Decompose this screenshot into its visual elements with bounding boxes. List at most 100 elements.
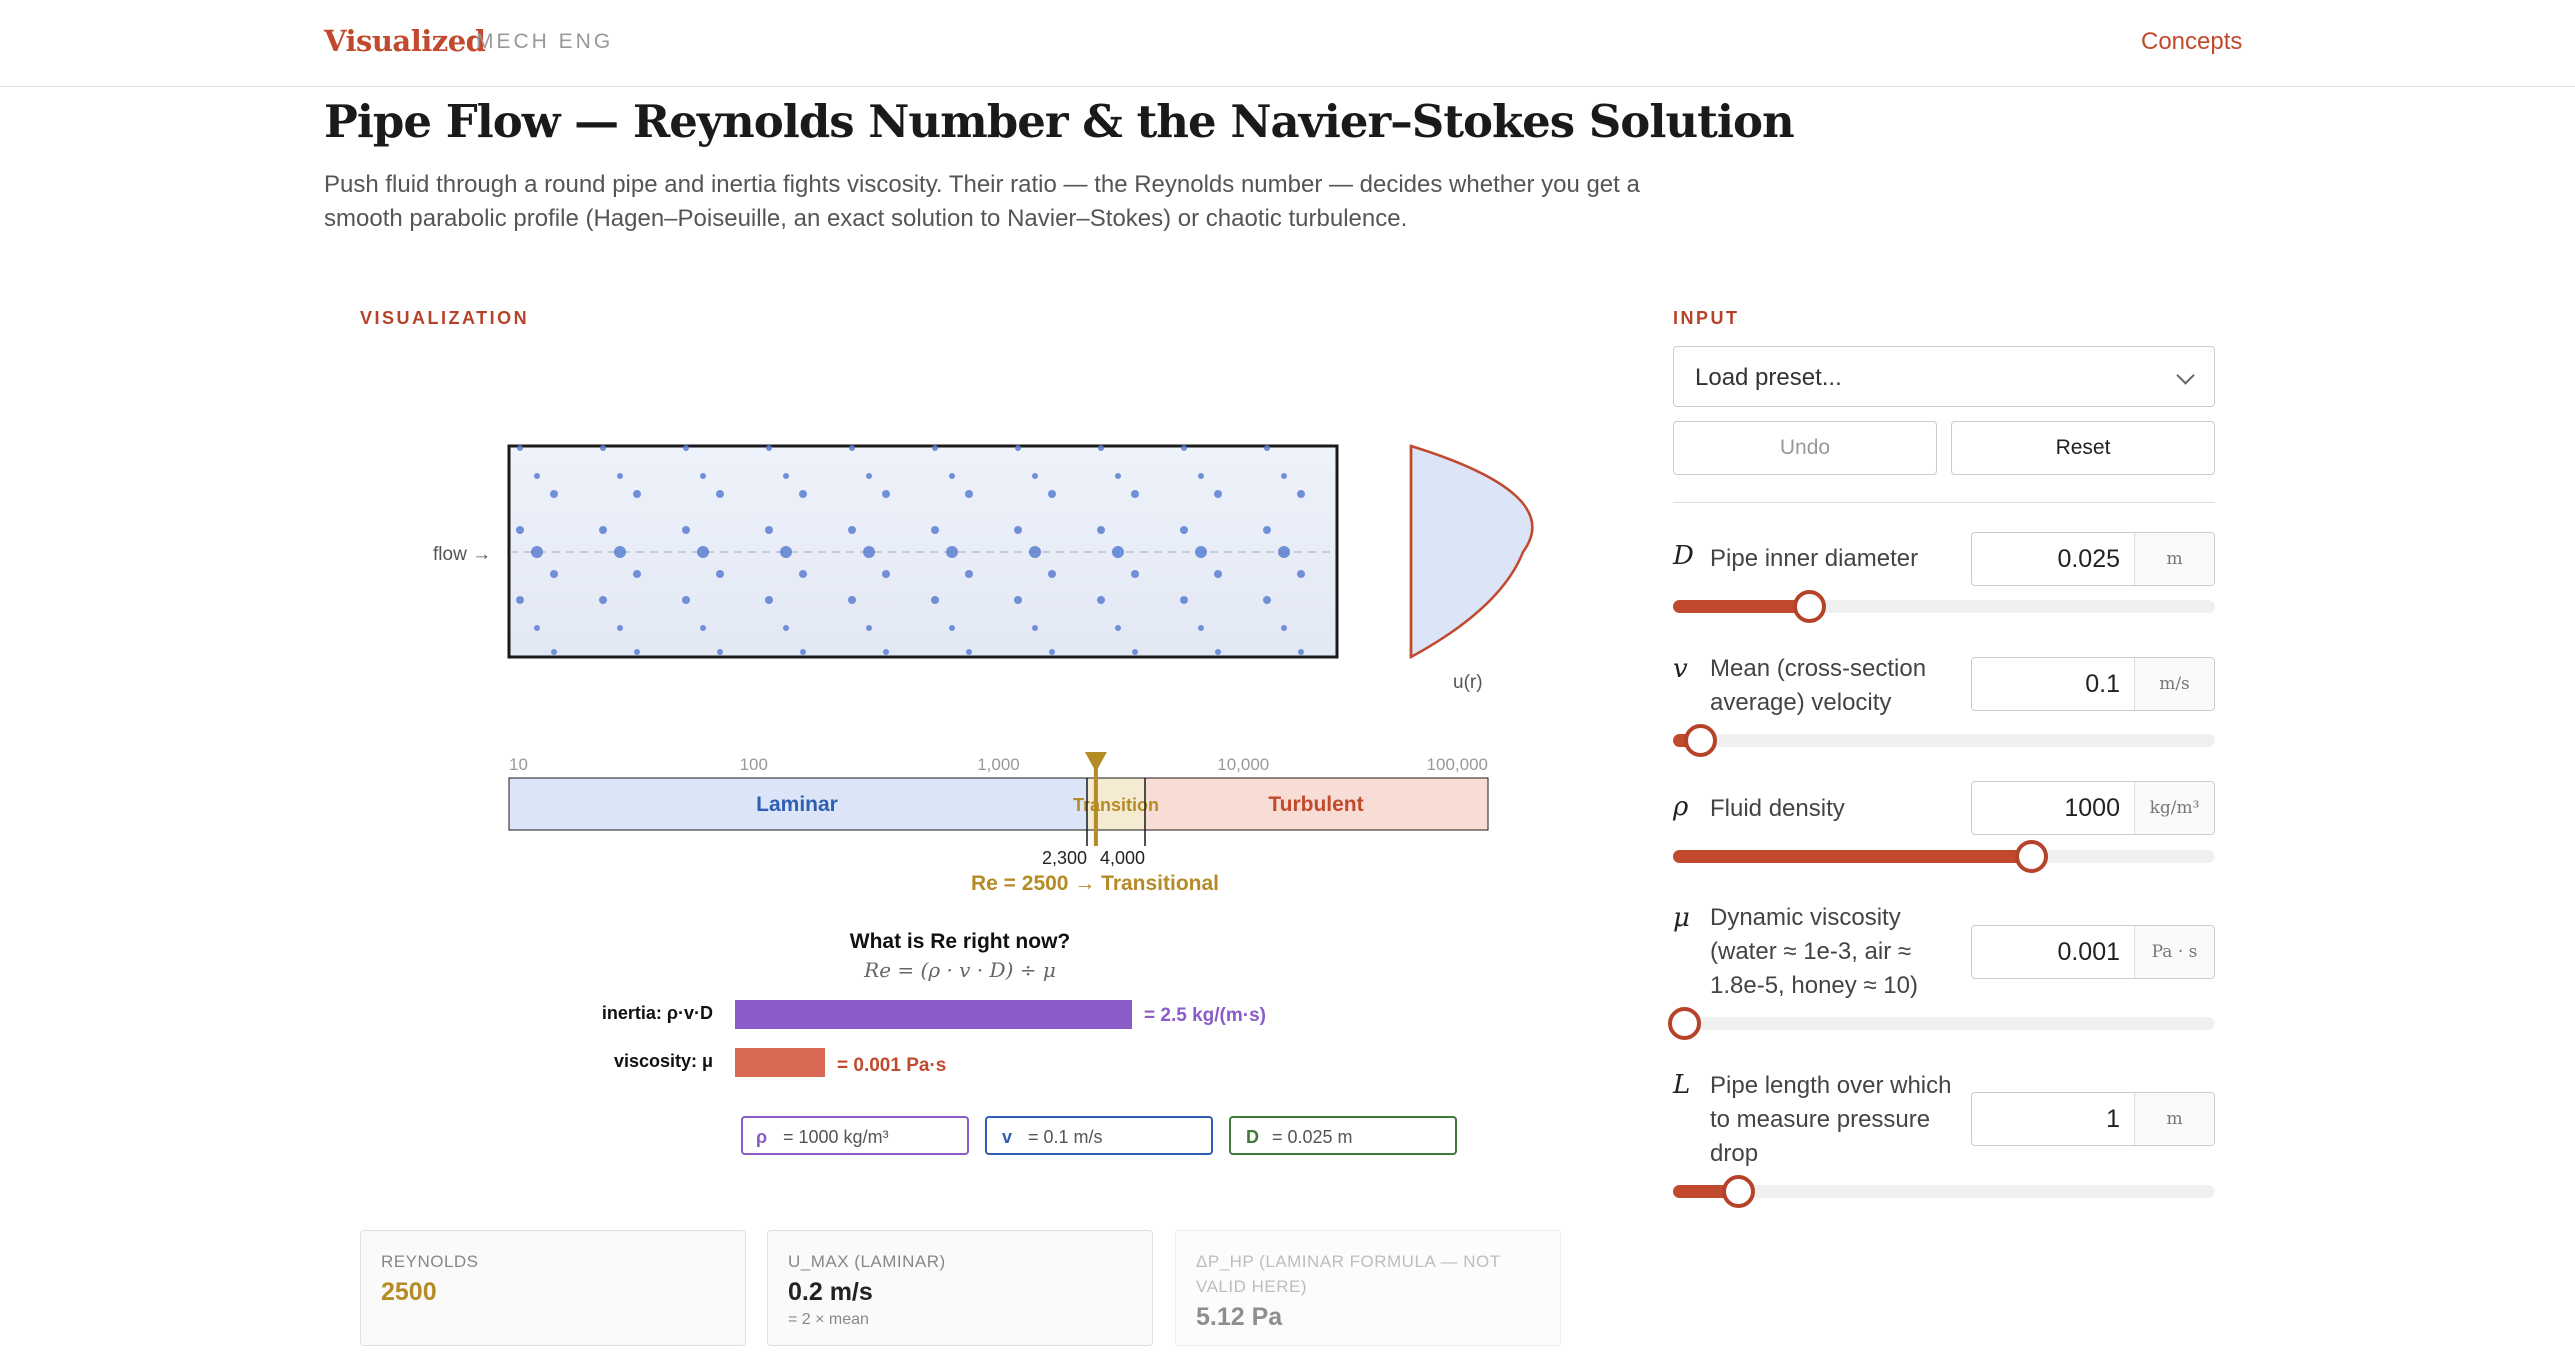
bound-2300-label: 2,300 xyxy=(1042,848,1087,868)
flow-particle xyxy=(717,649,723,655)
flow-particle xyxy=(866,625,872,631)
flow-particle xyxy=(1049,649,1055,655)
flow-particle xyxy=(516,596,524,604)
scale-tick-label: 100 xyxy=(740,755,768,774)
chip-diameter-symbol: D xyxy=(1246,1127,1259,1147)
param-diameter-symbol: D xyxy=(1673,541,1694,571)
flow-particle xyxy=(682,526,690,534)
flow-particle xyxy=(633,570,641,578)
stat-umax-sub: = 2 × mean xyxy=(788,1311,869,1328)
flow-particle xyxy=(1014,596,1022,604)
preset-select[interactable]: Load preset... xyxy=(1673,346,2215,407)
flow-particle xyxy=(931,526,939,534)
flow-particle xyxy=(1032,625,1038,631)
chip-velocity-box xyxy=(985,1116,1213,1155)
flow-particle xyxy=(1214,490,1222,498)
turbulent-region xyxy=(1144,777,1489,831)
formula-title: What is Re right now? xyxy=(850,930,1071,953)
input-label: INPUT xyxy=(1673,308,1740,328)
chip-velocity-symbol: v xyxy=(1002,1127,1012,1147)
param-length-slider-handle[interactable] xyxy=(1722,1175,1755,1208)
chip-velocity: v = 0.1 m/s xyxy=(985,1116,1213,1155)
param-length-slider-fill xyxy=(1673,1185,1738,1198)
stat-reynolds-value: 2500 xyxy=(381,1278,437,1306)
flow-particle xyxy=(1029,546,1041,558)
stat-umax-value: 0.2 m/s xyxy=(788,1278,873,1306)
reynolds-scale-ticks: 10 100 1,000 10,000 100,000 xyxy=(509,755,1488,774)
reset-button[interactable]: Reset xyxy=(1951,421,2215,475)
velocity-profile xyxy=(1409,444,1534,660)
param-density-slider[interactable] xyxy=(1673,840,2215,873)
stat-reynolds-label: REYNOLDS xyxy=(381,1252,479,1271)
param-length-input[interactable]: 1 m xyxy=(1971,1092,2215,1146)
param-diameter-input[interactable]: 0.025 m xyxy=(1971,532,2215,586)
flow-particle xyxy=(1264,445,1270,451)
param-viscosity-slider-handle[interactable] xyxy=(1668,1007,1701,1040)
flow-particle xyxy=(931,596,939,604)
flow-particle xyxy=(783,625,789,631)
param-velocity-slider[interactable] xyxy=(1673,724,2215,757)
flow-particle xyxy=(863,546,875,558)
undo-button[interactable]: Undo xyxy=(1673,421,1937,475)
flow-particle xyxy=(550,490,558,498)
page-title: Pipe Flow — Reynolds Number & the Navier… xyxy=(324,95,1795,148)
param-diameter-slider-handle[interactable] xyxy=(1793,590,1826,623)
flow-particle xyxy=(516,526,524,534)
flow-particle xyxy=(716,570,724,578)
flow-particle xyxy=(600,445,606,451)
param-velocity-slider-handle[interactable] xyxy=(1684,724,1717,757)
flow-particle xyxy=(965,570,973,578)
flow-particle xyxy=(1181,445,1187,451)
flow-particle xyxy=(517,445,523,451)
viscosity-bar xyxy=(735,1048,825,1077)
nav-concepts-link[interactable]: Concepts xyxy=(2141,28,2243,55)
flow-particle xyxy=(800,649,806,655)
flow-particle xyxy=(946,546,958,558)
brand-logo[interactable]: Visualized xyxy=(324,24,486,58)
flow-particle xyxy=(1131,570,1139,578)
flow-particle xyxy=(599,526,607,534)
stat-pressure-drop-label: ΔP_HP (LAMINAR FORMULA — NOT VALID HERE) xyxy=(1196,1252,1501,1296)
flow-particle xyxy=(1281,473,1287,479)
laminar-region xyxy=(508,777,1088,831)
flow-particle xyxy=(1297,570,1305,578)
flow-particle xyxy=(766,445,772,451)
inertia-value: = 2.5 kg/(m·s) xyxy=(1144,1005,1266,1026)
flow-particle xyxy=(634,649,640,655)
chip-density-symbol: ρ xyxy=(756,1127,767,1147)
param-velocity-label: Mean (cross-section average) velocity xyxy=(1710,655,1927,716)
param-velocity-value[interactable]: 0.1 xyxy=(1972,658,2135,710)
param-density-input[interactable]: 1000 kg/m³ xyxy=(1971,781,2215,835)
flow-particle xyxy=(932,445,938,451)
param-viscosity-input[interactable]: 0.001 Pa · s xyxy=(1971,925,2215,979)
param-diameter-label: Pipe inner diameter xyxy=(1710,545,1919,572)
flow-direction-label: flow → xyxy=(433,544,491,565)
param-diameter-unit: m xyxy=(2135,533,2214,585)
flow-particle xyxy=(1097,526,1105,534)
flow-particle xyxy=(1115,473,1121,479)
param-density-unit: kg/m³ xyxy=(2135,782,2214,834)
page-description: Push fluid through a round pipe and iner… xyxy=(324,171,1640,232)
stat-umax-label: U_MAX (LAMINAR) xyxy=(788,1252,946,1271)
chip-diameter: D = 0.025 m xyxy=(1229,1116,1457,1155)
scale-tick-label: 10,000 xyxy=(1217,755,1269,774)
param-density-value[interactable]: 1000 xyxy=(1972,782,2135,834)
flow-particle xyxy=(551,649,557,655)
param-diameter-value[interactable]: 0.025 xyxy=(1972,533,2135,585)
flow-particle xyxy=(783,473,789,479)
param-viscosity-slider[interactable] xyxy=(1668,1007,2215,1040)
flow-particle xyxy=(700,473,706,479)
flow-particle xyxy=(1263,596,1271,604)
param-velocity-input[interactable]: 0.1 m/s xyxy=(1971,657,2215,711)
scale-tick-label: 1,000 xyxy=(977,755,1020,774)
param-length-slider[interactable] xyxy=(1673,1175,2215,1208)
param-density-slider-handle[interactable] xyxy=(2015,840,2048,873)
param-velocity-symbol: v xyxy=(1673,654,1688,684)
param-length-value[interactable]: 1 xyxy=(1972,1093,2135,1145)
top-bar: Visualized MECH ENG Concepts xyxy=(0,0,2575,87)
flow-particle xyxy=(550,570,558,578)
param-viscosity-label: Dynamic viscosity (water ≈ 1e-3, air ≈ 1… xyxy=(1710,904,1918,999)
flow-particle xyxy=(1132,649,1138,655)
param-diameter-slider[interactable] xyxy=(1673,590,2215,623)
param-viscosity-value[interactable]: 0.001 xyxy=(1972,926,2135,978)
